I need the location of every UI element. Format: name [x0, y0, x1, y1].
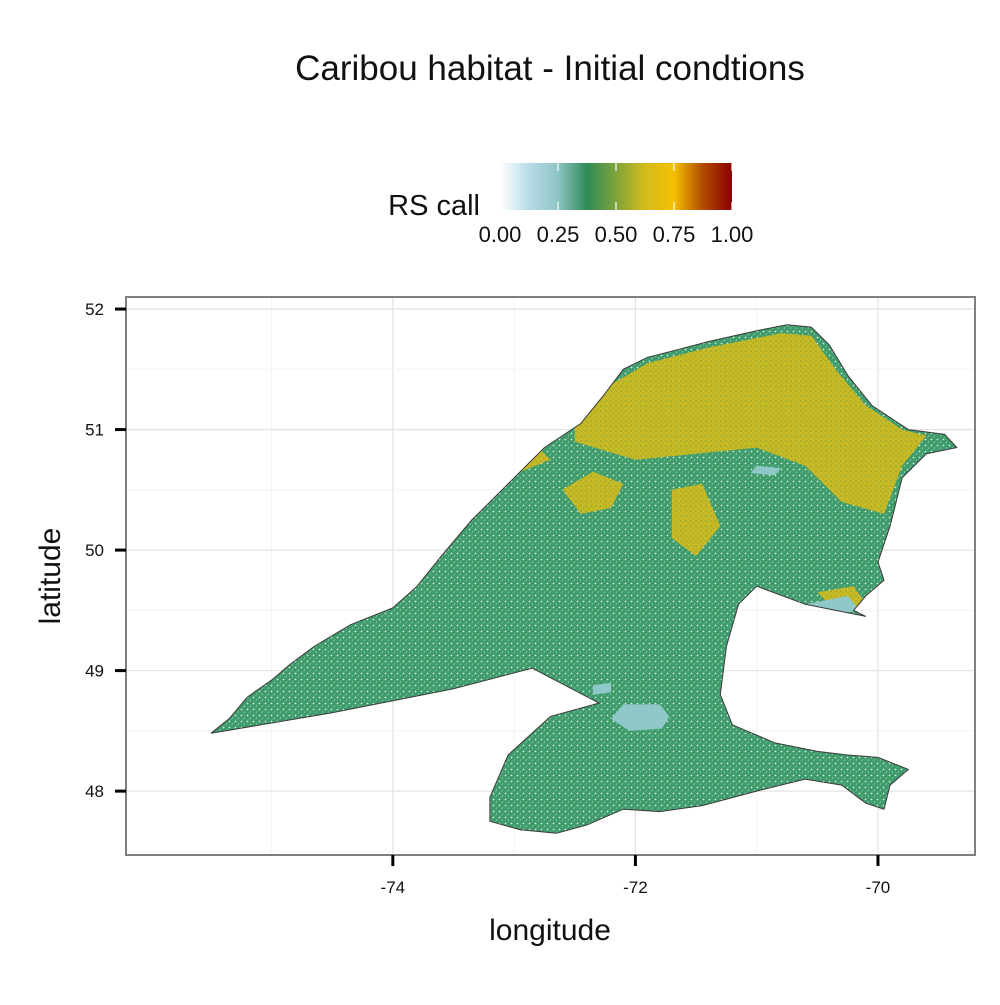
x-axis-label: longitude: [489, 914, 611, 947]
lake-zone: [593, 682, 612, 695]
legend-tick-label: 0.50: [595, 222, 638, 247]
legend-tick-label: 0.00: [479, 222, 522, 247]
y-tick-label: 50: [85, 541, 104, 560]
region-outline: [210, 324, 958, 834]
y-axis-label: latitude: [34, 528, 67, 625]
panel-border: [125, 296, 976, 856]
map-title: Caribou habitat - Initial condtions: [295, 49, 805, 88]
x-tick-label: -70: [866, 878, 891, 897]
lake-zone: [611, 704, 670, 731]
legend-tick-label: 0.25: [537, 222, 580, 247]
y-axis: 48 49 50 51 52: [85, 300, 126, 801]
yellow-habitat-texture: [671, 483, 721, 557]
legend-title: RS call: [388, 190, 480, 222]
x-tick-label: -72: [623, 878, 648, 897]
x-axis: -74 -72 -70: [381, 855, 891, 897]
legend: RS call 0.00 0.25 0.50 0.75 1.00: [388, 163, 753, 247]
lake-zone: [750, 465, 781, 476]
y-tick-label: 52: [85, 300, 104, 319]
yellow-habitat-texture: [574, 333, 927, 514]
legend-tick-label: 1.00: [711, 222, 754, 247]
plot-panel: [125, 296, 976, 856]
legend-tick-label: 0.75: [653, 222, 696, 247]
y-tick-label: 49: [85, 662, 104, 681]
y-tick-label: 51: [85, 421, 104, 440]
y-tick-label: 48: [85, 782, 104, 801]
x-tick-label: -74: [381, 878, 406, 897]
legend-ticks: 0.00 0.25 0.50 0.75 1.00: [479, 163, 754, 247]
yellow-habitat-texture: [562, 471, 624, 514]
